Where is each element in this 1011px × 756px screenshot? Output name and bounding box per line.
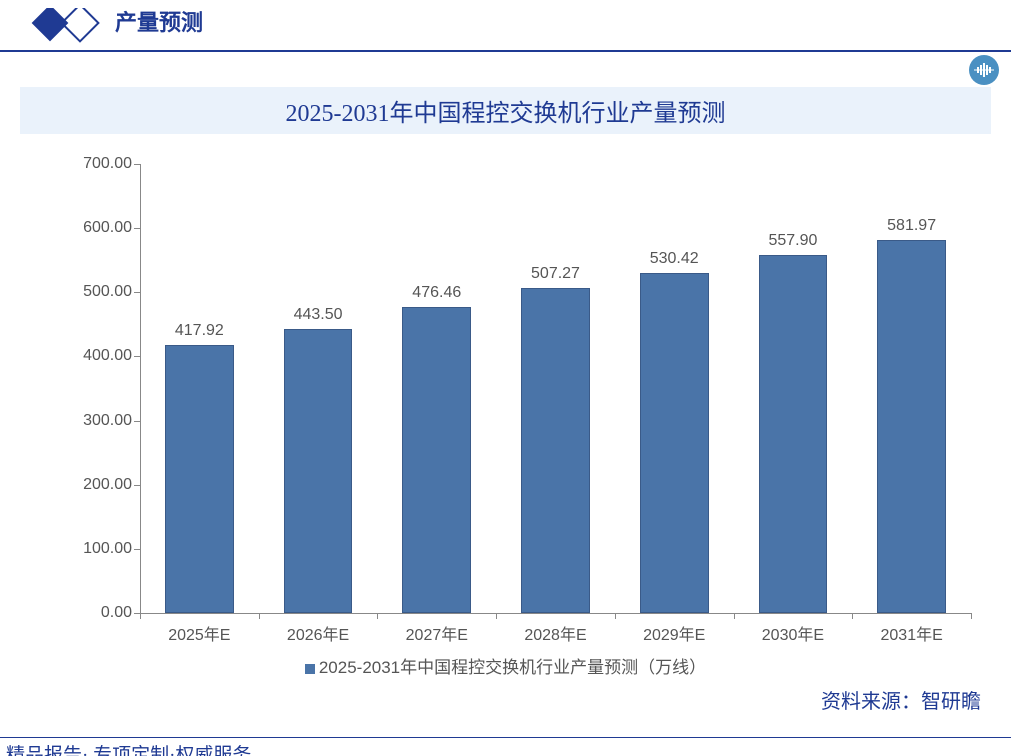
x-tick-label: 2030年E: [762, 621, 824, 645]
bar-value-label: 476.46: [403, 284, 470, 302]
bar: 530.42: [640, 273, 709, 613]
y-tick-mark: [134, 228, 140, 229]
bar-value-label: 507.27: [522, 265, 589, 283]
y-axis-line: [140, 164, 141, 613]
bar: 417.92: [165, 345, 234, 613]
plot-region: 0.00100.00200.00300.00400.00500.00600.00…: [140, 164, 971, 614]
y-tick-mark: [134, 164, 140, 165]
x-tick-label: 2029年E: [643, 621, 705, 645]
x-tick-label: 2026年E: [287, 621, 349, 645]
y-tick-label: 500.00: [83, 283, 132, 301]
bar-value-label: 557.90: [760, 232, 827, 250]
diamond-outline-icon: [62, 8, 99, 41]
y-tick-label: 100.00: [83, 540, 132, 558]
y-tick-mark: [134, 356, 140, 357]
diamond-icon: [25, 8, 103, 51]
x-tick-mark: [496, 613, 497, 619]
footer-rule: 精品报告· 专项定制·权威服务: [0, 737, 1011, 738]
bar-value-label: 530.42: [641, 250, 708, 268]
y-tick-label: 300.00: [83, 412, 132, 430]
x-tick-label: 2028年E: [524, 621, 586, 645]
y-tick-mark: [134, 292, 140, 293]
bar: 507.27: [521, 288, 590, 613]
y-tick-label: 600.00: [83, 219, 132, 237]
bar: 557.90: [759, 255, 828, 613]
source-text: 资料来源：智研瞻: [821, 685, 981, 714]
y-tick-label: 200.00: [83, 476, 132, 494]
legend-swatch-icon: [305, 664, 315, 674]
y-tick-mark: [134, 485, 140, 486]
x-tick-mark: [615, 613, 616, 619]
chart-area: 0.00 100.00 200.00 300.00 400.00 500.00 600.00…: [20, 154, 991, 674]
header-title: 产量预测: [115, 5, 203, 37]
x-tick-mark: [140, 613, 141, 619]
header: 产量预测: [0, 0, 1011, 52]
bar-value-label: 417.92: [166, 322, 233, 340]
brand-logo-icon: [969, 55, 999, 85]
bar-value-label: 581.97: [878, 217, 945, 235]
x-tick-label: 2025年E: [168, 621, 230, 645]
bar: 443.50: [284, 329, 353, 613]
x-tick-label: 2031年E: [881, 621, 943, 645]
x-tick-mark: [259, 613, 260, 619]
bar: 581.97: [877, 240, 946, 613]
legend-label: 2025-2031年中国程控交换机行业产量预测（万线）: [319, 658, 706, 677]
x-tick-mark: [377, 613, 378, 619]
y-tick-label: 700.00: [83, 155, 132, 173]
bar: 476.46: [402, 307, 471, 613]
y-tick-label: 0.00: [101, 604, 132, 622]
y-tick-mark: [134, 421, 140, 422]
x-tick-mark: [852, 613, 853, 619]
y-tick-label: 400.00: [83, 347, 132, 365]
y-tick-mark: [134, 549, 140, 550]
x-tick-label: 2027年E: [406, 621, 468, 645]
x-tick-mark: [734, 613, 735, 619]
footer-text: 精品报告· 专项定制·权威服务: [6, 740, 251, 756]
bar-value-label: 443.50: [285, 306, 352, 324]
x-tick-mark: [971, 613, 972, 619]
chart-title: 2025-2031年中国程控交换机行业产量预测: [20, 87, 991, 134]
legend: 2025-2031年中国程控交换机行业产量预测（万线）: [20, 653, 991, 678]
